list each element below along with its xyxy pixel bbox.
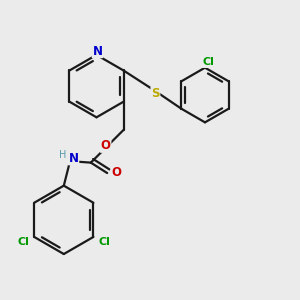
Text: Cl: Cl [202, 57, 214, 67]
Text: Cl: Cl [99, 237, 111, 247]
Text: O: O [101, 139, 111, 152]
Text: N: N [69, 152, 79, 165]
Text: Cl: Cl [18, 237, 30, 247]
Text: S: S [151, 87, 160, 100]
Text: O: O [111, 166, 121, 179]
Text: N: N [92, 44, 102, 58]
Text: H: H [59, 150, 66, 160]
